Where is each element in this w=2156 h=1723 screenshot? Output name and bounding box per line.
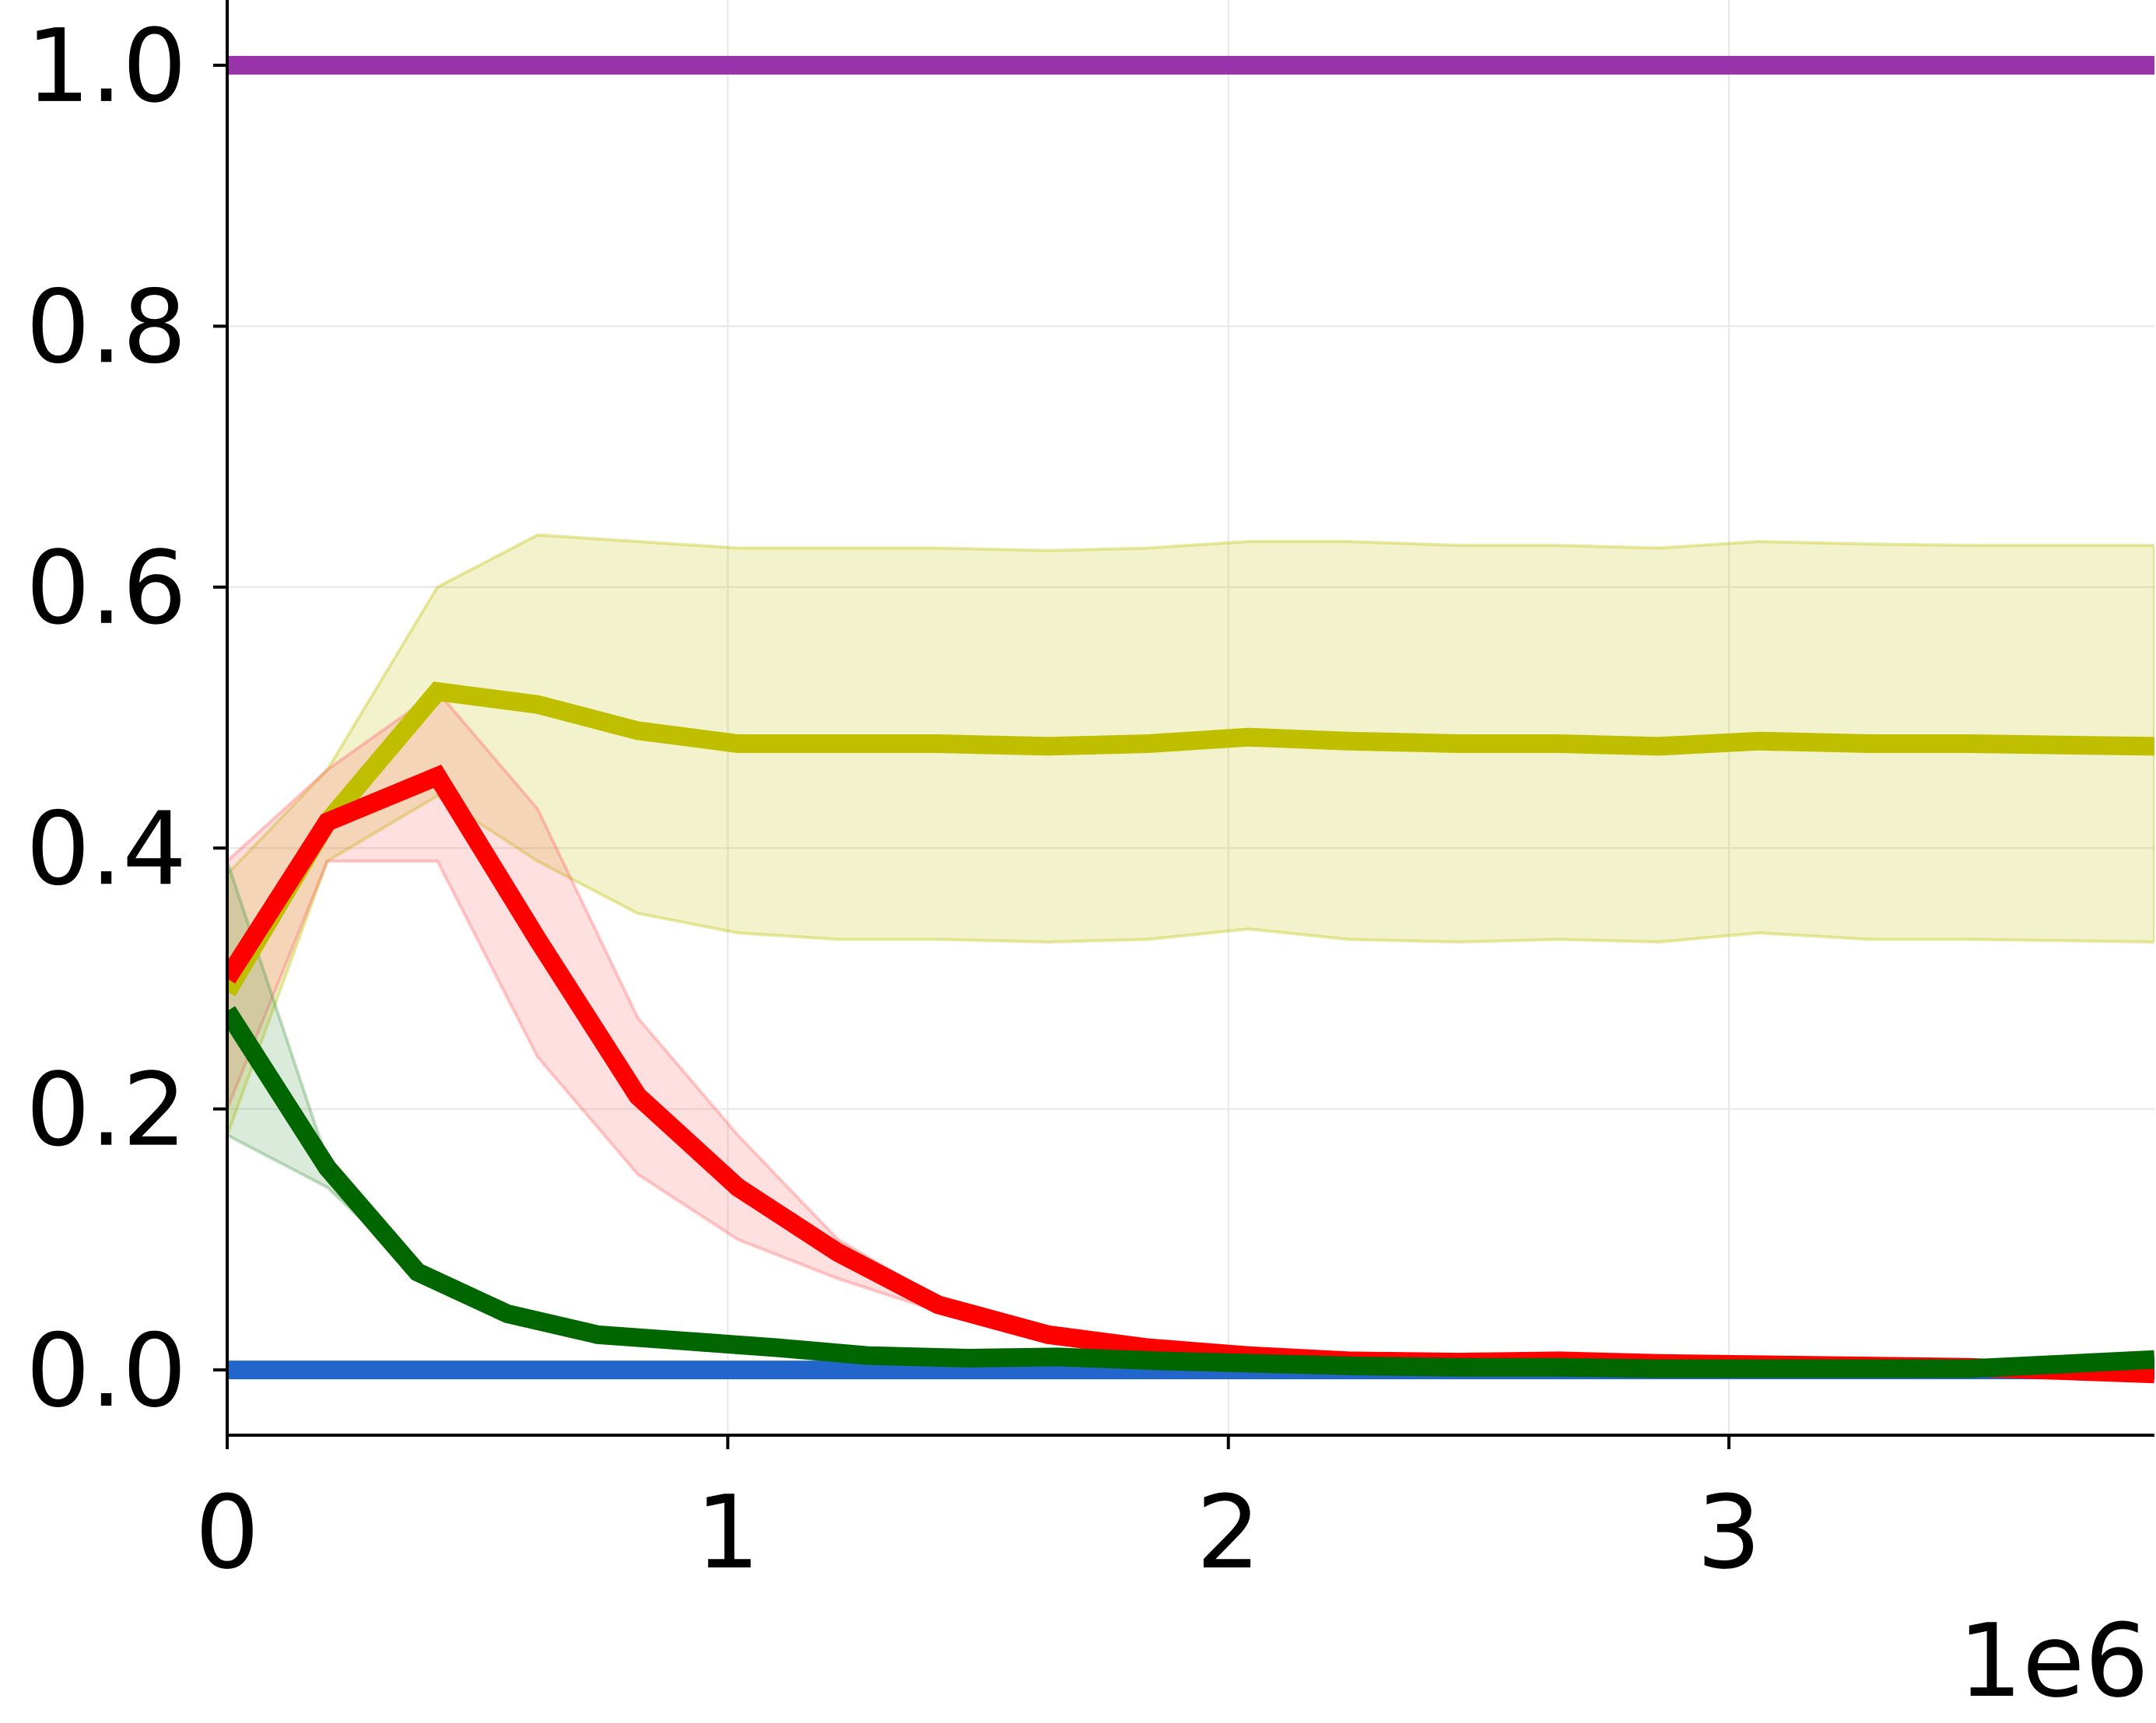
series-band-2 (227, 533, 2154, 1136)
axes (213, 0, 2154, 1449)
series-band-3 (227, 689, 2154, 1380)
y-tick-label-3: 0.6 (26, 529, 187, 647)
x-tick-label-2: 2 (1196, 1473, 1260, 1592)
series-lines (227, 55, 2154, 1384)
x-axis-offset-label: 1e6 (1958, 1602, 2149, 1720)
series-line-4 (227, 1006, 2154, 1378)
y-tick-label-4: 0.8 (26, 268, 187, 386)
y-tick-label-2: 0.4 (26, 790, 187, 908)
y-tick-label-5: 1.0 (26, 7, 187, 125)
tick-labels: 0 1 2 3 0.0 0.2 0.4 0.6 0.8 1.0 1e6 (26, 7, 2149, 1720)
x-tick-label-0: 0 (195, 1473, 260, 1592)
x-tick-label-1: 1 (696, 1473, 760, 1592)
y-tick-label-1: 0.2 (26, 1051, 187, 1169)
series-line-2 (227, 681, 2154, 996)
x-tick-label-3: 3 (1697, 1473, 1762, 1592)
y-tick-label-0: 0.0 (26, 1312, 187, 1430)
